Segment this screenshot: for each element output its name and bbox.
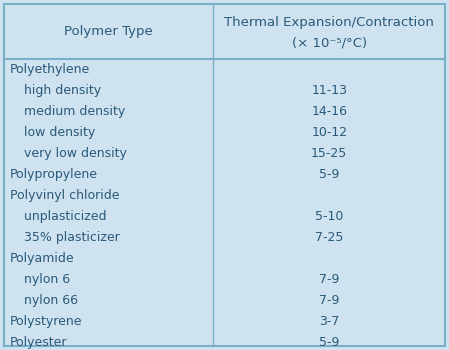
Text: low density: low density [24,126,95,139]
Text: (× 10⁻⁵/°C): (× 10⁻⁵/°C) [292,36,367,49]
Text: 7-9: 7-9 [319,294,339,307]
Text: Polyamide: Polyamide [10,252,75,265]
Text: 7-25: 7-25 [315,231,343,244]
Text: Polystyrene: Polystyrene [10,315,83,328]
Text: unplasticized: unplasticized [24,210,106,223]
Text: nylon 6: nylon 6 [24,273,70,286]
Text: 15-25: 15-25 [311,147,348,160]
Text: Polyester: Polyester [10,336,67,349]
Text: 35% plasticizer: 35% plasticizer [24,231,120,244]
Text: 10-12: 10-12 [311,126,347,139]
Text: Polypropylene: Polypropylene [10,168,98,181]
Text: high density: high density [24,84,101,97]
Text: Polyethylene: Polyethylene [10,63,90,76]
Text: very low density: very low density [24,147,127,160]
Text: Thermal Expansion/Contraction: Thermal Expansion/Contraction [224,16,434,29]
Text: 14-16: 14-16 [311,105,347,118]
Text: 11-13: 11-13 [311,84,347,97]
Text: 5-9: 5-9 [319,336,339,349]
Text: nylon 66: nylon 66 [24,294,78,307]
Text: medium density: medium density [24,105,125,118]
Text: Polymer Type: Polymer Type [64,25,153,38]
Text: 5-9: 5-9 [319,168,339,181]
Text: 3-7: 3-7 [319,315,339,328]
Text: 7-9: 7-9 [319,273,339,286]
Text: 5-10: 5-10 [315,210,343,223]
Text: Polyvinyl chloride: Polyvinyl chloride [10,189,119,202]
